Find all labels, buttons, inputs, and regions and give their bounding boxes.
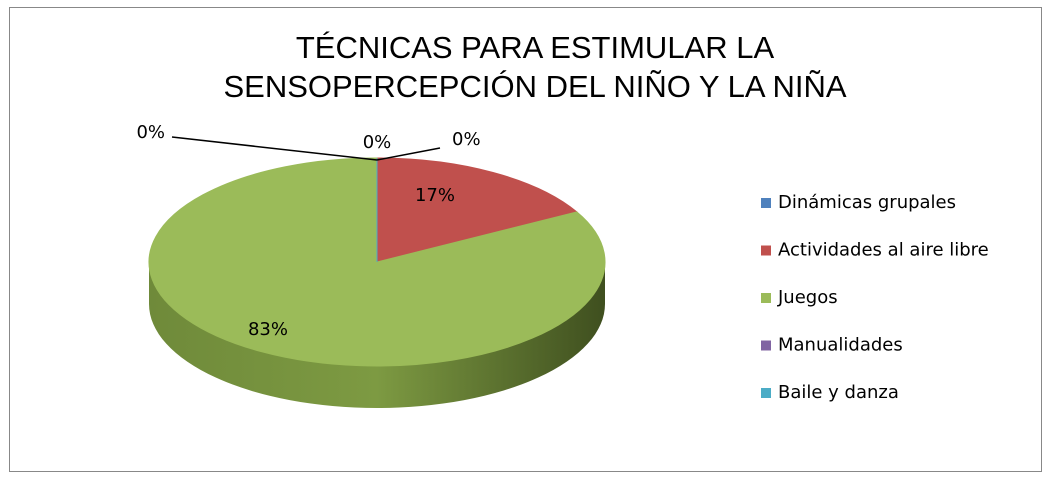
legend-label: Baile y danza bbox=[778, 382, 899, 403]
legend-label: Manualidades bbox=[778, 335, 903, 356]
legend-swatch bbox=[761, 388, 771, 398]
chart-title: SENSOPERCEPCIÓN DEL NIÑO Y LA NIÑA bbox=[223, 69, 846, 104]
pie-slice bbox=[376, 157, 578, 263]
legend-swatch bbox=[761, 340, 771, 351]
legend-swatch bbox=[761, 198, 771, 208]
title-line: TÉCNICAS PARA ESTIMULAR LA bbox=[296, 30, 775, 65]
pie-side bbox=[149, 262, 605, 408]
pie: 0% 17% 83% 0% 0% bbox=[136, 122, 606, 408]
legend-label: Juegos bbox=[777, 287, 838, 308]
legend-swatch bbox=[761, 245, 771, 256]
title-line: SENSOPERCEPCIÓN DEL NIÑO Y LA NIÑA bbox=[223, 69, 846, 104]
data-label: 83% bbox=[248, 319, 288, 340]
legend-swatch bbox=[761, 293, 771, 303]
legend: Dinámicas grupales Actividades al aire li… bbox=[761, 192, 989, 403]
data-label: 0% bbox=[452, 129, 481, 150]
chart-title: TÉCNICAS PARA ESTIMULAR LA bbox=[296, 30, 775, 65]
leader-line bbox=[171, 136, 378, 161]
data-label: 0% bbox=[136, 122, 165, 143]
data-label: 0% bbox=[363, 132, 392, 153]
legend-label: Dinámicas grupales bbox=[778, 192, 956, 213]
leader-line bbox=[376, 147, 441, 161]
legend-label: Actividades al aire libre bbox=[778, 240, 989, 261]
data-label: 17% bbox=[415, 185, 455, 206]
